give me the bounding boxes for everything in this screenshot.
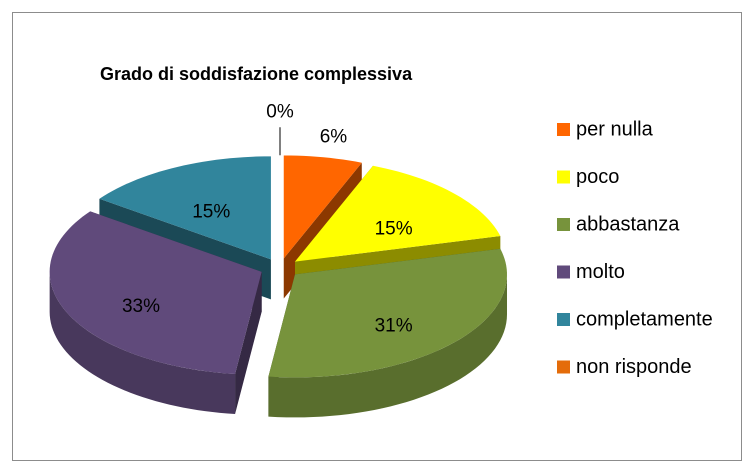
legend-label: per nulla <box>576 118 654 140</box>
legend-swatch <box>557 360 570 374</box>
slice <box>49 211 262 375</box>
legend-swatch <box>557 313 570 326</box>
data-label: 31% <box>375 316 413 337</box>
data-label: 0% <box>266 101 294 122</box>
legend-label: poco <box>576 166 619 188</box>
slice <box>283 155 362 259</box>
legend-label: completamente <box>576 308 713 330</box>
data-label: 15% <box>375 218 413 239</box>
slice-side <box>268 274 508 418</box>
legend-label: abbastanza <box>576 213 680 235</box>
slice <box>99 156 271 260</box>
slice-side <box>49 271 236 415</box>
legend-swatch <box>557 170 570 184</box>
legend-label: molto <box>576 261 625 283</box>
legend-label: non risponde <box>576 356 692 378</box>
data-label: 15% <box>192 201 230 222</box>
data-label: 6% <box>320 126 348 147</box>
slice <box>268 248 507 378</box>
slice-side <box>235 271 262 415</box>
legend-swatch <box>557 265 570 279</box>
slice <box>295 165 501 262</box>
chart-title: Grado di soddisfazione complessiva <box>100 64 413 84</box>
legend-swatch <box>557 123 570 136</box>
legend-swatch <box>557 218 570 231</box>
data-label: 33% <box>122 296 160 317</box>
